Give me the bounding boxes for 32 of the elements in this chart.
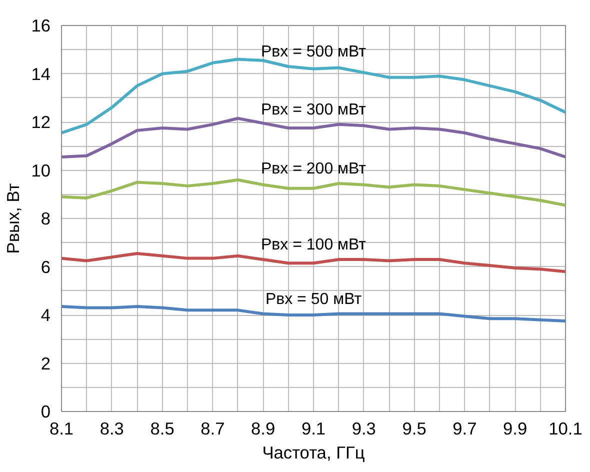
x-tick-label: 8.1 xyxy=(49,418,74,438)
y-tick-label: 2 xyxy=(40,353,51,374)
series-label: Pвх = 500 мВт xyxy=(260,44,367,61)
series-label: Pвх = 100 мВт xyxy=(260,236,367,254)
x-tick-label: 9.1 xyxy=(301,418,326,438)
y-tick-label: 16 xyxy=(31,16,51,36)
series-label: Pвх = 50 мВт xyxy=(265,290,362,308)
x-tick-label: 9.5 xyxy=(402,418,426,438)
x-tick-label: 8.5 xyxy=(150,418,174,438)
x-tick-label: 9.7 xyxy=(452,418,477,438)
y-tick-label: 12 xyxy=(31,112,51,132)
x-tick-label: 10.1 xyxy=(548,418,582,438)
line-series xyxy=(62,58,566,134)
x-tick-label: 9.3 xyxy=(352,418,376,438)
x-tick-label: 9.9 xyxy=(503,418,528,438)
y-tick-label: 10 xyxy=(31,160,51,180)
y-tick-label: 8 xyxy=(40,208,51,228)
series-label: Pвх = 200 мВт xyxy=(260,160,367,178)
y-tick-label: 4 xyxy=(40,305,51,325)
x-tick-label: 8.7 xyxy=(200,418,225,438)
x-axis-title: Частота, ГГц xyxy=(262,442,365,462)
y-tick-label: 0 xyxy=(40,402,51,422)
line-series xyxy=(62,252,566,274)
line-series xyxy=(62,116,566,158)
y-tick-label: 14 xyxy=(31,64,51,84)
x-tick-label: 8.9 xyxy=(251,418,276,438)
line-series xyxy=(62,305,566,323)
y-axis-title: Pвых, Вт xyxy=(3,183,24,254)
x-tick-label: 8.3 xyxy=(100,418,124,438)
y-tick-label: 6 xyxy=(40,256,51,277)
line-series xyxy=(62,178,566,207)
series-label: Pвх = 300 мВт xyxy=(260,101,367,118)
